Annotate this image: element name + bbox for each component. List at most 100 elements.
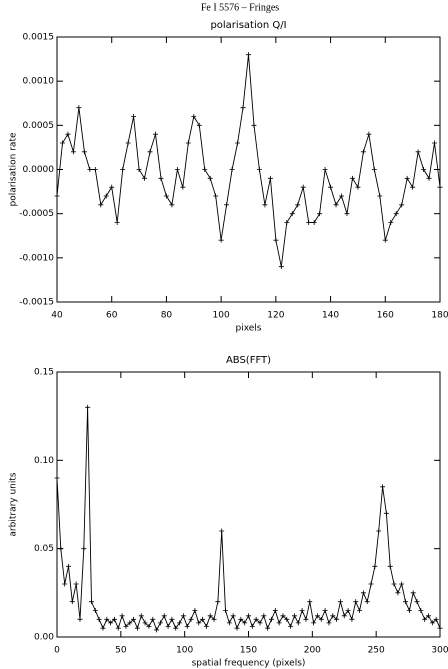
plus-marker [192, 608, 198, 613]
plus-marker [207, 613, 213, 619]
plus-marker [123, 623, 129, 629]
y-axis-label: polarisation rate [9, 132, 19, 206]
plus-marker [77, 616, 83, 622]
y-tick-label: 0.00 [34, 633, 54, 643]
plus-marker [437, 184, 443, 190]
plus-marker [215, 599, 221, 605]
plus-marker [306, 220, 312, 225]
plus-marker [437, 625, 443, 631]
y-tick-label: -0.0005 [19, 209, 54, 219]
plus-marker [341, 613, 347, 619]
plus-marker [432, 140, 438, 146]
plus-marker [289, 211, 295, 217]
plus-marker [364, 599, 370, 605]
plus-marker [207, 175, 213, 181]
y-tick-label: 0.10 [34, 456, 54, 466]
plus-marker [115, 625, 121, 631]
plus-marker [422, 616, 428, 622]
plus-marker [404, 175, 410, 181]
plus-marker [251, 122, 257, 128]
plus-marker [339, 193, 345, 199]
y-tick-label: 0.0010 [23, 77, 55, 87]
plus-marker [65, 563, 71, 569]
plus-marker [317, 211, 323, 217]
y-tick-label: -0.0015 [19, 298, 54, 308]
plus-marker [257, 620, 263, 626]
data-line [56, 54, 441, 267]
plus-marker [391, 581, 397, 587]
y-tick-label: 0.15 [34, 368, 54, 378]
plus-marker [246, 613, 251, 619]
plus-marker [226, 620, 232, 626]
x-tick-label: 80 [161, 311, 173, 321]
plus-marker [229, 167, 235, 172]
plus-marker [383, 510, 389, 516]
plus-marker [131, 114, 137, 119]
plus-marker [426, 613, 432, 619]
plus-marker [147, 149, 153, 155]
plus-marker [418, 608, 424, 613]
plus-marker [278, 264, 284, 270]
plus-marker [414, 599, 420, 605]
x-tick-label: 100 [213, 311, 230, 321]
plus-marker [360, 149, 366, 155]
plus-marker [372, 563, 378, 569]
plus-marker [85, 404, 91, 410]
plus-marker [318, 616, 324, 622]
plus-marker [353, 599, 359, 605]
plus-marker [429, 620, 435, 626]
x-axis-label: pixels [236, 324, 262, 334]
plus-marker [410, 184, 416, 190]
y-tick-label: 0.0015 [23, 33, 55, 43]
plus-marker [180, 184, 186, 190]
plus-marker [218, 237, 224, 243]
plus-marker [262, 202, 268, 208]
plus-marker [280, 613, 286, 619]
plus-marker [291, 613, 297, 619]
plus-marker [368, 581, 374, 587]
plus-marker [344, 211, 350, 217]
plus-marker [213, 193, 219, 199]
x-tick-label: 200 [304, 646, 321, 656]
plus-marker [120, 167, 126, 172]
plus-marker [261, 613, 267, 619]
plus-marker [382, 237, 388, 243]
plus-marker [163, 193, 169, 199]
plus-marker [134, 625, 140, 631]
plus-marker [76, 105, 82, 111]
x-tick-label: 300 [431, 646, 448, 656]
plus-marker [295, 202, 301, 208]
plus-marker [238, 616, 244, 622]
plus-marker [366, 131, 372, 137]
plus-marker [104, 616, 110, 622]
plus-marker [371, 167, 377, 172]
plus-marker [376, 528, 382, 534]
plus-marker [131, 616, 137, 622]
plus-marker [337, 599, 343, 605]
plus-marker [334, 616, 340, 622]
y-axis-label: arbitrary units [9, 472, 19, 536]
plus-marker [180, 613, 186, 619]
plus-marker [303, 616, 309, 622]
plus-marker [288, 623, 294, 629]
plus-marker [96, 616, 102, 622]
plus-marker [81, 546, 87, 552]
plus-marker [234, 625, 240, 631]
plus-marker [191, 114, 197, 119]
plus-marker [311, 620, 317, 626]
plus-marker [395, 590, 401, 596]
plus-marker [426, 175, 432, 181]
plus-marker [300, 184, 306, 190]
plus-marker [307, 599, 313, 605]
plus-marker [125, 140, 131, 146]
plus-marker [399, 202, 405, 208]
plot-frame [56, 371, 441, 638]
plus-marker [377, 193, 383, 199]
plus-marker [224, 202, 230, 208]
plus-marker [211, 616, 217, 622]
plus-marker [87, 167, 93, 172]
plus-marker [200, 616, 206, 622]
plus-marker [253, 616, 259, 622]
plus-marker [92, 167, 98, 172]
